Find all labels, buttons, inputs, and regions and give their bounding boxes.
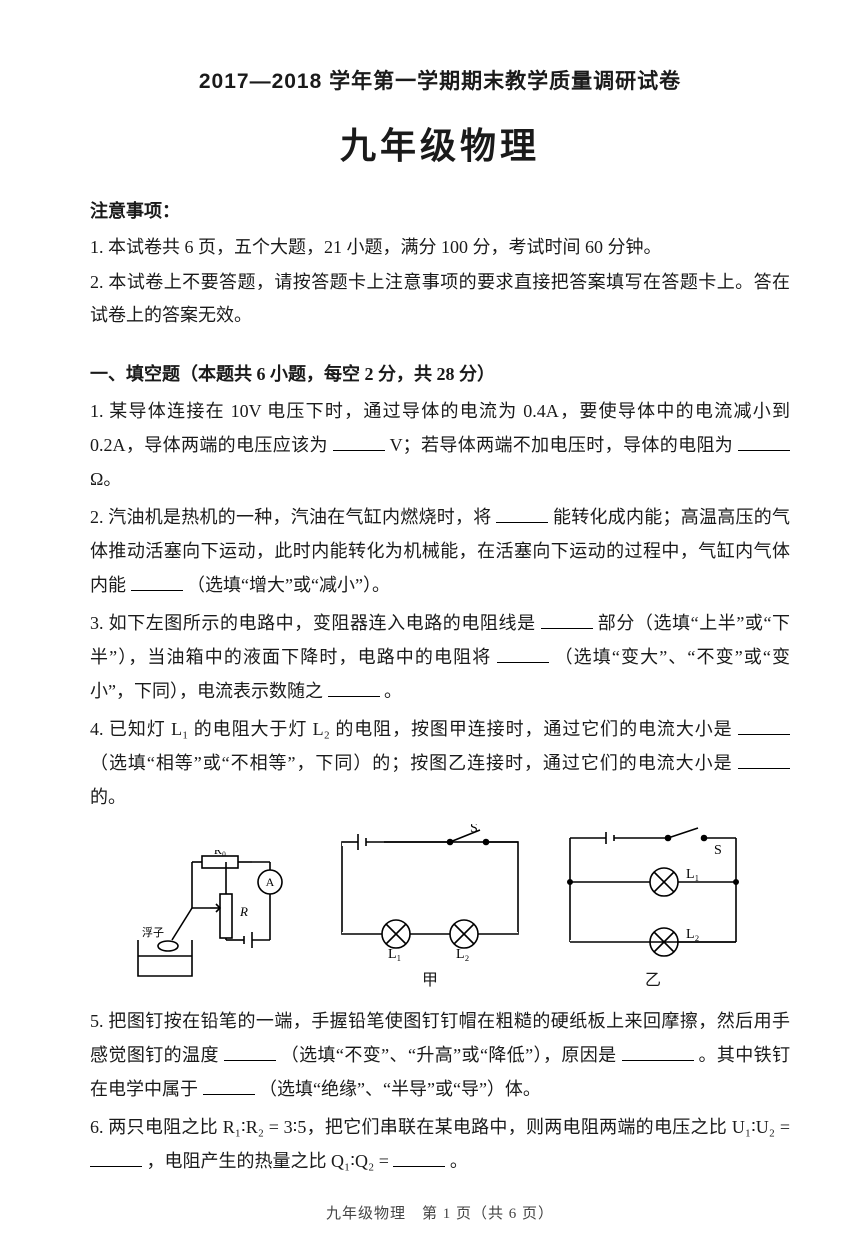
q3-blank-3 — [328, 680, 380, 697]
q5-text-d: （选填“绝缘”、“半导”或“导”）体。 — [259, 1079, 541, 1099]
page-footer: 九年级物理 第 1 页（共 6 页） — [90, 1202, 790, 1223]
question-3: 3. 如下左图所示的电路中，变阻器连入电路的电阻线是 部分（选填“上半”或“下半… — [90, 606, 790, 708]
q1-blank-1 — [333, 434, 385, 451]
q1-text-c: Ω。 — [90, 469, 121, 489]
q5-text-b: （选填“不变”、“升高”或“降低”），原因是 — [281, 1045, 617, 1065]
notice-item-2: 2. 本试卷上不要答题，请按答题卡上注意事项的要求直接把答案填写在答题卡上。答在… — [90, 266, 790, 332]
q6-blank-1 — [90, 1150, 142, 1167]
question-4: 4. 已知灯 L₁ 的电阻大于灯 L₂ 的电阻，按图甲连接时，通过它们的电流大小… — [90, 712, 790, 814]
question-1: 1. 某导体连接在 10V 电压下时，通过导体的电流为 0.4A，要使导体中的电… — [90, 394, 790, 496]
label-l2-yi: L₂ — [686, 927, 700, 942]
q6-blank-2 — [393, 1150, 445, 1167]
header-line: 2017—2018 学年第一学期期末教学质量调研试卷 — [90, 65, 790, 95]
q3-blank-1 — [541, 612, 593, 629]
q4-blank-1 — [738, 718, 790, 735]
figure-caption-jia: 甲 — [330, 966, 530, 990]
q1-text-b: V；若导体两端不加电压时，导体的电阻为 — [390, 435, 734, 455]
notice-item-1: 1. 本试卷共 6 页，五个大题，21 小题，满分 100 分，考试时间 60 … — [90, 231, 790, 264]
q6-text-b: ，电阻产生的热量之比 Q₁∶Q₂ = — [147, 1151, 389, 1171]
q2-text-c: （选填“增大”或“减小”）。 — [187, 575, 390, 595]
q3-blank-2 — [497, 646, 549, 663]
q6-text-a: 6. 两只电阻之比 R₁∶R₂ = 3∶5，把它们串联在某电路中，则两电阻两端的… — [90, 1117, 790, 1137]
figure-q3: R₀ A R 浮子 — [132, 850, 302, 990]
label-s-yi: S — [714, 843, 722, 858]
q5-blank-3 — [203, 1078, 255, 1095]
figure-caption-yi: 乙 — [558, 966, 748, 990]
q5-blank-1 — [224, 1044, 276, 1061]
label-l1-jia: L₁ — [388, 947, 401, 962]
figure-row: R₀ A R 浮子 — [90, 824, 790, 990]
q4-text-a: 4. 已知灯 L₁ 的电阻大于灯 L₂ 的电阻，按图甲连接时，通过它们的电流大小… — [90, 719, 733, 739]
q3-text-d: 。 — [384, 681, 402, 701]
question-2: 2. 汽油机是热机的一种，汽油在气缸内燃烧时，将 能转化成内能；高温高压的气体推… — [90, 500, 790, 602]
page-title: 九年级物理 — [90, 117, 790, 169]
q3-text-a: 3. 如下左图所示的电路中，变阻器连入电路的电阻线是 — [90, 613, 536, 633]
label-r: R — [239, 904, 248, 919]
question-6: 6. 两只电阻之比 R₁∶R₂ = 3∶5，把它们串联在某电路中，则两电阻两端的… — [90, 1110, 790, 1178]
q2-blank-1 — [496, 506, 548, 523]
label-s-jia: S — [470, 824, 478, 836]
q4-text-b: （选填“相等”或“不相等”，下同）的；按图乙连接时，通过它们的电流大小是 — [90, 753, 733, 773]
figure-yi: S L₁ L₂ 乙 — [558, 824, 748, 990]
figure-jia: S L₁ L₂ 甲 — [330, 824, 530, 990]
q4-text-c: 的。 — [90, 787, 126, 807]
q1-blank-2 — [738, 434, 790, 451]
svg-text:A: A — [266, 875, 275, 889]
label-l1-yi: L₁ — [686, 867, 699, 882]
label-l2-jia: L₂ — [456, 947, 470, 962]
label-r0: R₀ — [214, 850, 226, 857]
section-1-heading: 一、填空题（本题共 6 小题，每空 2 分，共 28 分） — [90, 360, 790, 386]
label-float: 浮子 — [142, 926, 164, 939]
q2-blank-2 — [131, 574, 183, 591]
q2-text-a: 2. 汽油机是热机的一种，汽油在气缸内燃烧时，将 — [90, 507, 492, 527]
q5-blank-2 — [622, 1044, 694, 1061]
notice-heading: 注意事项： — [90, 197, 790, 223]
q4-blank-2 — [738, 752, 790, 769]
question-5: 5. 把图钉按在铅笔的一端，手握铅笔使图钉钉帽在粗糙的硬纸板上来回摩擦，然后用手… — [90, 1004, 790, 1106]
q6-text-c: 。 — [450, 1151, 468, 1171]
